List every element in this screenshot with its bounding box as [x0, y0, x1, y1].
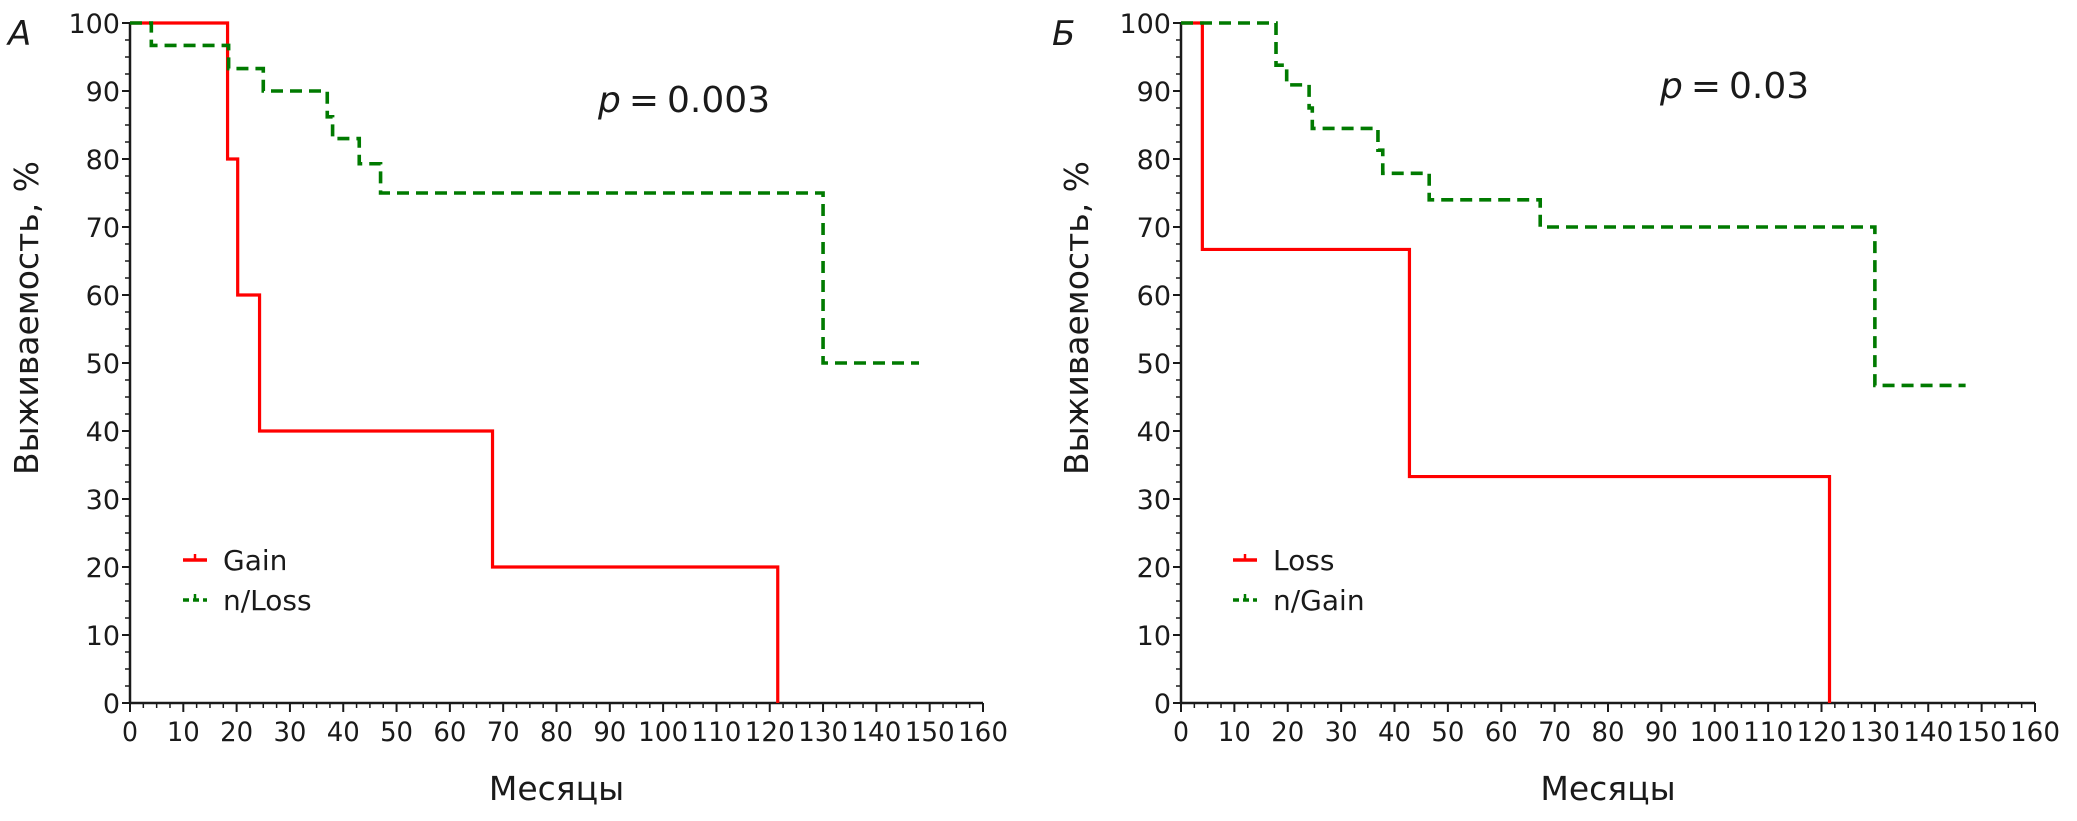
y-tick-label: 60 [86, 281, 120, 312]
p-value: 0.03 [1729, 66, 1809, 107]
x-axis-title: Месяцы [1540, 769, 1675, 808]
x-tick-label: 50 [1431, 717, 1464, 748]
y-tick-label: 90 [1137, 77, 1171, 108]
legend-label: n/Gain [1273, 584, 1365, 617]
y-tick-label: 30 [1137, 485, 1171, 516]
x-tick-label: 140 [1903, 717, 1953, 748]
x-tick-label: 60 [433, 717, 466, 748]
panel-label: Б [1052, 14, 1075, 54]
x-tick-label: 30 [1325, 717, 1358, 748]
x-tick-label: 100 [638, 717, 688, 748]
y-tick-label: 90 [86, 77, 120, 108]
x-tick-label: 130 [798, 717, 848, 748]
y-tick-label: 0 [1154, 689, 1171, 720]
y-tick-label: 20 [86, 553, 120, 584]
legend-entry: Gain [183, 544, 287, 577]
x-tick-label: 70 [1538, 717, 1571, 748]
x-tick-label: 0 [1173, 717, 1189, 748]
x-tick-label: 90 [593, 717, 626, 748]
x-tick-label: 20 [220, 717, 253, 748]
x-tick-label: 30 [273, 717, 306, 748]
x-tick-label: 40 [1378, 717, 1411, 748]
x-tick-label: 150 [1957, 717, 2007, 748]
x-tick-label: 10 [167, 717, 200, 748]
y-axis-title: Выживаемость, % [7, 161, 46, 475]
x-axis-title: Месяцы [489, 769, 624, 808]
x-tick-label: 70 [487, 717, 520, 748]
x-tick-label: 150 [905, 717, 955, 748]
y-tick-label: 50 [86, 349, 120, 380]
x-tick-label: 20 [1271, 717, 1304, 748]
survival-curve-n-loss [130, 21, 920, 365]
y-tick-label: 70 [86, 213, 120, 244]
y-tick-label: 100 [1119, 9, 1171, 40]
x-tick-label: 60 [1485, 717, 1518, 748]
x-tick-label: 160 [958, 717, 1008, 748]
p-value: 0.003 [667, 80, 770, 121]
x-tick-label: 0 [122, 717, 138, 748]
x-tick-label: 80 [540, 717, 573, 748]
legend-entry: Loss [1233, 544, 1334, 577]
survival-curve-n-gain [1181, 21, 1966, 388]
y-tick-label: 60 [1137, 281, 1171, 312]
panel-label: А [6, 14, 31, 54]
x-tick-label: 80 [1592, 717, 1625, 748]
legend-entry: n/Loss [183, 584, 312, 617]
survival-curve-gain [130, 21, 780, 703]
x-tick-label: 110 [691, 717, 741, 748]
x-tick-label: 40 [327, 717, 360, 748]
p-value-annotation: p = 0.003 [597, 80, 770, 121]
legend-label: n/Loss [223, 584, 312, 617]
legend-entry: n/Gain [1233, 584, 1365, 617]
x-tick-label: 50 [380, 717, 413, 748]
x-tick-label: 10 [1218, 717, 1251, 748]
p-symbol: p [1659, 66, 1683, 107]
y-tick-label: 10 [86, 621, 120, 652]
legend-label: Gain [223, 544, 287, 577]
x-tick-label: 90 [1645, 717, 1678, 748]
p-value-annotation: p = 0.03 [1659, 66, 1809, 107]
y-tick-label: 100 [68, 9, 120, 40]
x-tick-label: 100 [1690, 717, 1740, 748]
p-symbol: p [597, 80, 621, 121]
x-tick-label: 110 [1743, 717, 1793, 748]
legend-label: Loss [1273, 544, 1334, 577]
equals-sign: = [629, 80, 659, 121]
y-tick-label: 10 [1137, 621, 1171, 652]
y-tick-label: 40 [86, 417, 120, 448]
y-tick-label: 50 [1137, 349, 1171, 380]
x-tick-label: 140 [851, 717, 901, 748]
x-tick-label: 120 [1797, 717, 1847, 748]
x-tick-label: 160 [2010, 717, 2060, 748]
y-tick-label: 80 [86, 145, 120, 176]
chart-panel-a: 0 10 20 30 40 50 60 70 80 90 100 0 10 20 30 40 50 60 70 80 9… [6, 9, 1008, 808]
y-tick-label: 70 [1137, 213, 1171, 244]
chart-panel-b: 0 10 20 30 40 50 60 70 80 90 100 0 10 20 30 40 50 60 70 80 9… [1052, 9, 2060, 808]
x-tick-label: 130 [1850, 717, 1900, 748]
y-tick-label: 80 [1137, 145, 1171, 176]
y-tick-label: 0 [103, 689, 120, 720]
y-tick-label: 40 [1137, 417, 1171, 448]
y-tick-label: 30 [86, 485, 120, 516]
y-axis-title: Выживаемость, % [1057, 161, 1096, 475]
equals-sign: = [1691, 66, 1721, 107]
y-tick-label: 20 [1137, 553, 1171, 584]
x-tick-label: 120 [745, 717, 795, 748]
